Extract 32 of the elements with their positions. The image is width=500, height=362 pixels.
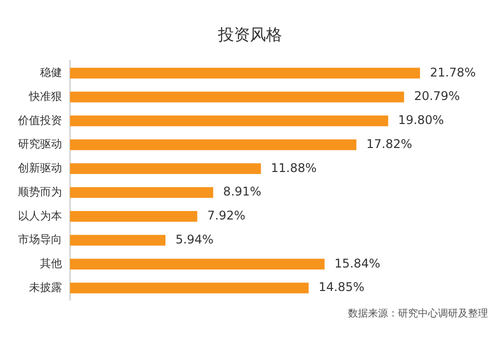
- bar: [70, 282, 309, 294]
- data-label: 20.79%: [414, 89, 460, 104]
- y-tick-label: 未披露: [29, 280, 62, 294]
- bar: [70, 92, 404, 102]
- bar: [70, 234, 166, 246]
- bar: [70, 211, 198, 222]
- chart-title: 投资风格: [217, 24, 282, 44]
- data-label: 7.92%: [207, 208, 246, 223]
- bar: [70, 116, 388, 126]
- data-label: 8.91%: [223, 184, 262, 199]
- data-label: 5.94%: [175, 232, 214, 246]
- y-tick-label: 市场导向: [18, 233, 62, 246]
- y-tick-label: 稳健: [40, 66, 62, 79]
- y-tick-label: 创新驱动: [18, 162, 62, 175]
- data-label: 14.85%: [318, 280, 364, 294]
- y-tick-label: 研究驱动: [18, 138, 62, 151]
- bar: [70, 139, 356, 150]
- data-label: 19.80%: [398, 113, 444, 128]
- bar: [70, 187, 214, 198]
- bar: [70, 68, 420, 79]
- y-tick-label: 顺势而为: [18, 185, 62, 198]
- source-note: 数据来源：研究中心调研及整理: [348, 308, 488, 320]
- bar: [70, 258, 325, 270]
- y-tick-label: 其他: [40, 257, 62, 270]
- y-tick-label: 价值投资: [17, 114, 62, 127]
- data-label: 17.82%: [366, 136, 412, 151]
- bar: [70, 163, 261, 174]
- y-tick-label: 以人为本: [18, 209, 62, 222]
- y-tick-label: 快准狠: [28, 90, 62, 103]
- data-label: 11.88%: [270, 160, 317, 175]
- data-label: 15.84%: [334, 256, 380, 270]
- data-label: 21.78%: [430, 65, 476, 80]
